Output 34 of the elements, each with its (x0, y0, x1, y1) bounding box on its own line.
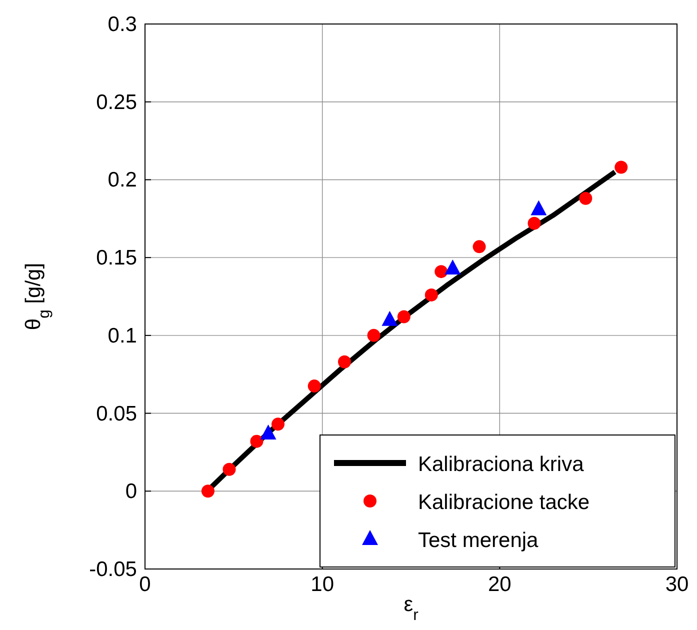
point (444, 259, 461, 274)
point (201, 484, 214, 498)
point (528, 216, 541, 230)
point (424, 288, 438, 302)
point (579, 192, 592, 205)
x-tick-label: 10 (310, 573, 334, 596)
y-tick-label: 0.05 (96, 402, 137, 426)
y-tick-label: -0.05 (89, 558, 137, 581)
legend-label: Kalibraciona kriva (418, 453, 584, 476)
x-axis-title: ε$_{r}$ (404, 593, 418, 624)
point (614, 160, 628, 174)
point (397, 310, 410, 324)
y-tick-label: 0.15 (96, 246, 137, 270)
point (222, 462, 236, 476)
point (367, 328, 380, 342)
y-tick-label: 0.1 (108, 324, 137, 348)
point (530, 200, 547, 216)
point (472, 240, 486, 254)
point (434, 265, 448, 278)
point (250, 434, 264, 448)
y-tick-label: 0.3 (108, 13, 137, 36)
point (308, 380, 321, 393)
point (338, 355, 351, 368)
x-tick-label: 0 (139, 573, 151, 596)
y-tick-label: 0.2 (108, 168, 137, 192)
y-tick-label: 0.25 (96, 90, 137, 114)
legend-label: Kalibracione tacke (418, 491, 590, 514)
y-tick-label: 0 (125, 480, 137, 504)
point (382, 310, 398, 326)
point (260, 424, 276, 440)
x-tick-label: 20 (488, 573, 512, 596)
point (272, 418, 284, 431)
legend-label: Test merenja (418, 529, 539, 552)
x-tick-label: 30 (665, 573, 689, 596)
